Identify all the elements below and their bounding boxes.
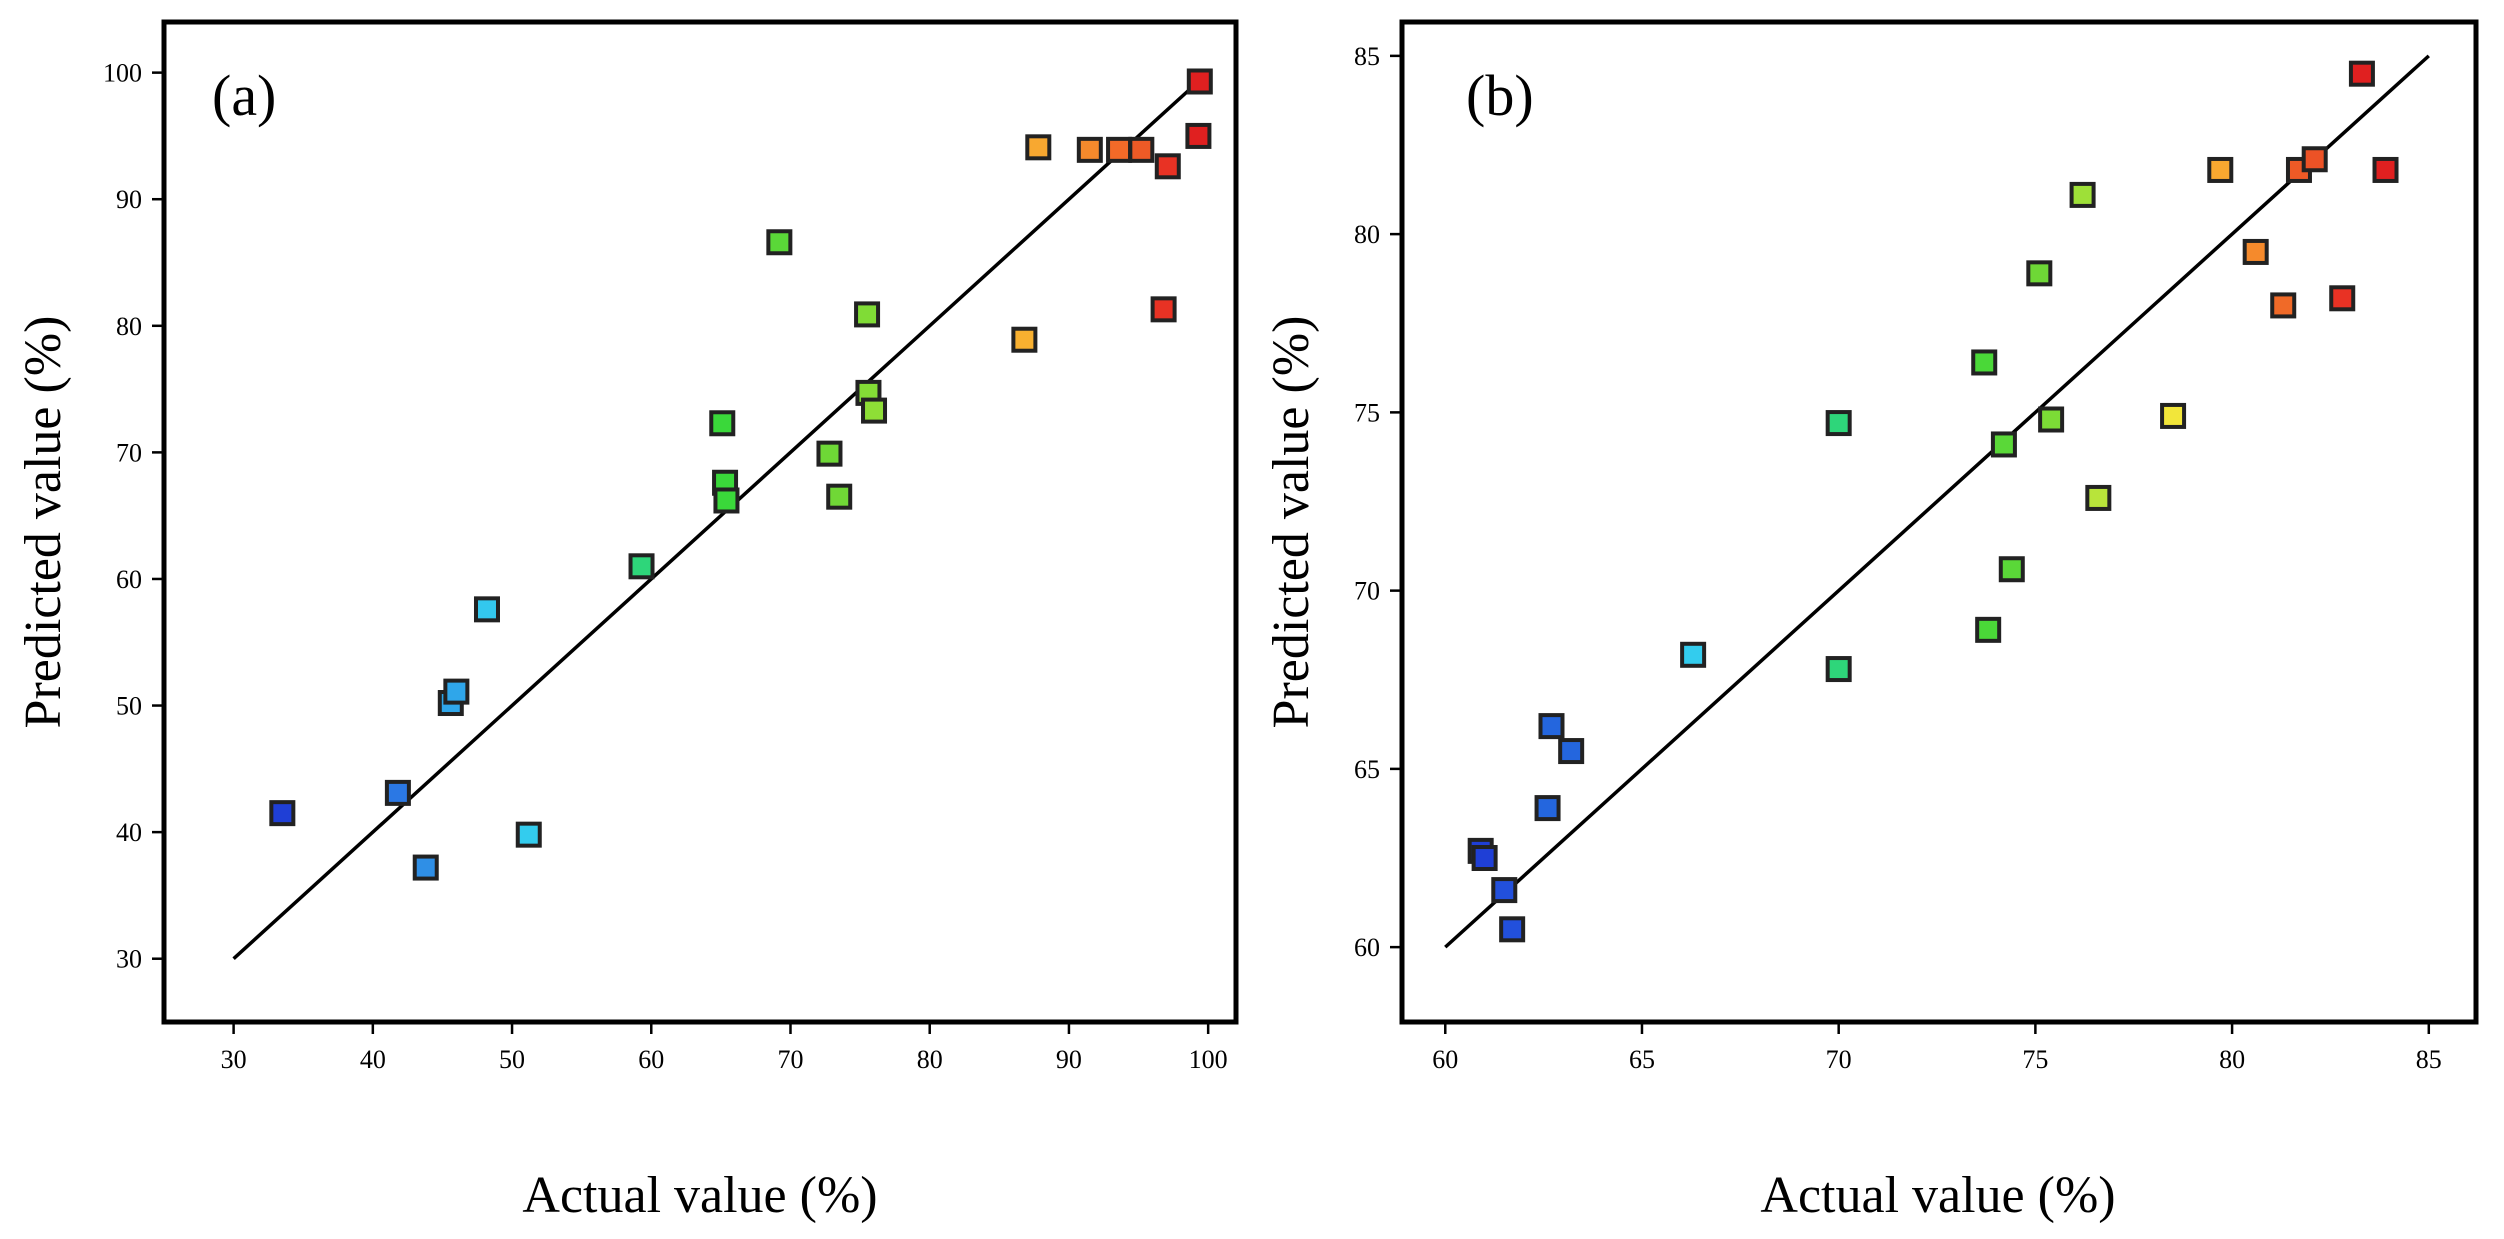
panel-a-data-point: [628, 553, 655, 580]
panel-a-data-point: [1185, 122, 1212, 149]
panel-a-label: (a): [212, 63, 276, 128]
panel-b-y-axis-title: Predicted value (%): [1263, 316, 1320, 729]
panel-a-x-tick-label: 70: [777, 1045, 803, 1074]
panel-a-x-tick-label: 30: [221, 1045, 247, 1074]
panel-b-data-point: [1990, 431, 2017, 458]
panel-b-fit-line-layer: [1444, 54, 2430, 949]
panel-b-data-point: [2038, 406, 2065, 433]
panel-b-y-tick-label: 65: [1354, 755, 1380, 784]
panel-b-data-point: [1680, 641, 1707, 668]
panel-b-points: [1467, 60, 2399, 943]
panel-b-y-tick-label: 75: [1354, 398, 1380, 427]
panel-b-data-point: [1471, 845, 1498, 872]
panel-a-ticks: 30 40 50 60 70 80 90 100 30 40 50 60 70 80 90 100: [103, 59, 1228, 1074]
panel-a-data-point: [854, 301, 881, 328]
panel-b-x-tick-label: 60: [1432, 1045, 1458, 1074]
panel-b-label: (b): [1466, 63, 1534, 128]
panel-b-data-point: [2085, 484, 2112, 511]
panel-b-data-point: [2348, 60, 2375, 87]
panel-b-x-tick-label: 80: [2219, 1045, 2245, 1074]
panel-a-data-point: [861, 397, 888, 424]
panel-a-data-point: [1076, 136, 1103, 163]
panel-a-x-tick-label: 50: [499, 1045, 525, 1074]
panel-b-data-point: [2026, 260, 2053, 287]
panel-a-y-tick-label: 50: [116, 692, 142, 721]
panel-b-x-axis-title: Actual value (%): [1760, 1167, 2115, 1224]
panel-a-x-tick-label: 40: [360, 1045, 386, 1074]
panel-a-data-point: [1150, 296, 1177, 323]
panel-a-y-tick-label: 70: [116, 438, 142, 467]
panel-b-data-point: [1491, 877, 1518, 904]
panel-a-data-point: [515, 821, 542, 848]
panel-b-data-point: [1975, 616, 2002, 643]
panel-b-data-point: [2160, 402, 2187, 429]
panel-b-y-tick-label: 80: [1354, 220, 1380, 249]
panel-b-x-tick-label: 65: [1629, 1045, 1655, 1074]
panel-a-frame: [161, 19, 1239, 1025]
panel-a-data-point: [473, 596, 500, 623]
panel-b: 60 65 70 75 80 85 60 65 70 75 80 85 (b) Actual valu…: [1263, 19, 2479, 1224]
panel-a-data-point: [713, 487, 740, 514]
panel-a-data-point: [1025, 134, 1052, 161]
panel-a-x-tick-label: 90: [1056, 1045, 1082, 1074]
panel-a: 30 40 50 60 70 80 90 100 30 40 50 60 70 80 90 100 (a) A…: [15, 19, 1239, 1224]
panel-a-y-tick-label: 100: [103, 59, 142, 88]
panel-b-data-point: [1971, 349, 1998, 376]
panel-b-data-point: [2242, 238, 2269, 265]
panel-a-y-tick-label: 30: [116, 945, 142, 974]
panel-b-x-tick-label: 75: [2022, 1045, 2048, 1074]
panel-a-y-tick-label: 80: [116, 312, 142, 341]
panel-b-x-tick-label: 85: [2416, 1045, 2442, 1074]
panel-b-frame: [1399, 19, 2479, 1025]
panel-a-data-point: [269, 800, 296, 827]
panel-a-data-point: [709, 410, 736, 437]
panel-b-data-point: [2329, 285, 2356, 312]
panel-b-data-point: [2069, 181, 2096, 208]
panel-b-y-tick-label: 85: [1354, 42, 1380, 71]
panel-a-y-tick-label: 60: [116, 565, 142, 594]
panel-b-y-tick-label: 60: [1354, 933, 1380, 962]
panel-b-data-point: [2207, 156, 2234, 183]
panel-b-data-point: [2270, 292, 2297, 319]
panel-a-data-point: [1186, 68, 1213, 95]
panel-a-x-tick-label: 60: [638, 1045, 664, 1074]
panel-b-ticks: 60 65 70 75 80 85 60 65 70 75 80 85: [1354, 42, 2442, 1074]
panel-a-data-point: [1154, 153, 1181, 180]
panel-b-data-point: [1998, 556, 2025, 583]
panel-b-data-point: [1825, 410, 1852, 437]
panel-b-data-point: [1825, 656, 1852, 683]
panel-a-data-point: [826, 483, 853, 510]
panel-a-data-point: [1106, 136, 1133, 163]
panel-b-data-point: [1499, 916, 1526, 943]
panel-a-data-point: [1011, 326, 1038, 353]
panel-a-x-tick-label: 100: [1189, 1045, 1228, 1074]
panel-a-x-tick-label: 80: [917, 1045, 943, 1074]
panel-a-y-tick-label: 90: [116, 185, 142, 214]
panel-a-data-point: [384, 779, 411, 806]
panel-a-data-point: [816, 440, 843, 467]
panel-a-data-point: [412, 854, 439, 881]
panel-a-data-point: [1128, 136, 1155, 163]
panel-a-data-point: [443, 678, 470, 705]
panel-a-fit-line: [232, 71, 1210, 961]
panel-a-fit-line-layer: [232, 71, 1210, 961]
panel-a-x-axis-title: Actual value (%): [522, 1167, 877, 1224]
panel-a-data-point: [766, 229, 793, 256]
panel-a-y-tick-label: 40: [116, 818, 142, 847]
panel-b-data-point: [2301, 146, 2328, 173]
panel-a-points: [269, 68, 1213, 881]
panel-b-fit-line: [1444, 54, 2430, 949]
panel-b-y-tick-label: 70: [1354, 577, 1380, 606]
panel-a-y-axis-title: Predicted value (%): [15, 316, 72, 729]
panel-b-data-point: [1558, 738, 1585, 765]
panel-b-data-point: [2372, 156, 2399, 183]
panel-b-x-tick-label: 70: [1826, 1045, 1852, 1074]
panel-b-data-point: [1538, 713, 1565, 740]
panel-b-data-point: [1534, 795, 1561, 822]
